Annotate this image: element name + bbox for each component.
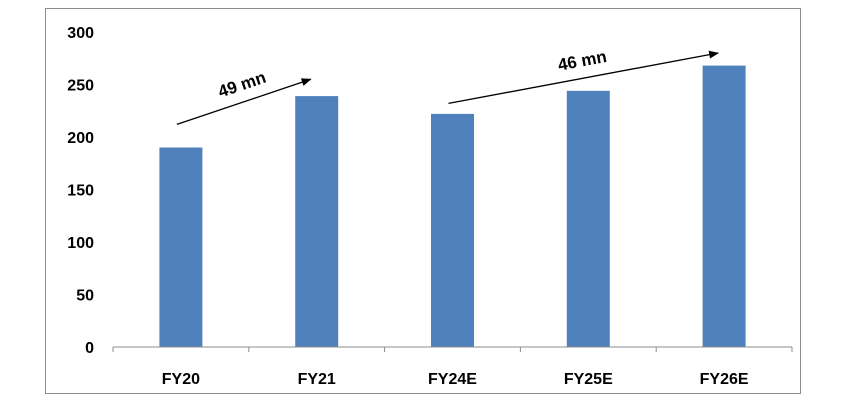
bar-fy26e (702, 65, 746, 347)
growth-arrow-2 (448, 50, 720, 105)
x-tick-label: FY20 (162, 371, 200, 388)
y-tick-label: 250 (67, 78, 94, 95)
y-tick-label: 300 (67, 25, 94, 42)
bar-fy21 (295, 96, 339, 347)
y-tick-label: 0 (85, 340, 94, 357)
bar-fy25e (566, 90, 610, 348)
y-tick-label: 100 (67, 235, 94, 252)
x-tick-label: FY26E (700, 371, 749, 388)
plot-area: FY20 FY21 FY24E FY25E FY26E 0 50 100 150 200 250 30… (67, 25, 793, 388)
x-tick-label: FY24E (428, 371, 477, 388)
x-tick-label: FY21 (298, 371, 336, 388)
y-tick-label: 150 (67, 183, 94, 200)
bar-fy24e (431, 113, 474, 348)
growth-arrow-1 (176, 78, 312, 126)
bar-fy20 (159, 147, 203, 347)
y-tick-label: 50 (76, 288, 94, 305)
x-tick-label: FY25E (564, 371, 613, 388)
growth-label-2: 46 mn (556, 47, 608, 75)
y-tick-label: 200 (67, 130, 94, 147)
